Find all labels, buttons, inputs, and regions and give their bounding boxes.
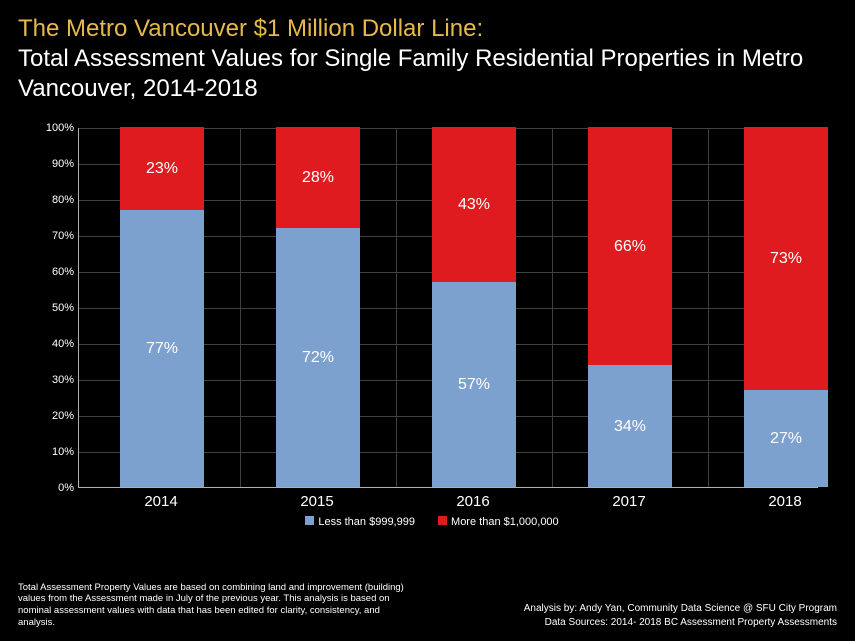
bar-label-more: 23% <box>120 160 204 178</box>
y-tick: 40% <box>52 338 74 350</box>
title-block: The Metro Vancouver $1 Million Dollar Li… <box>0 0 855 110</box>
bar-label-more: 73% <box>744 250 828 268</box>
legend-swatch-less <box>305 516 314 525</box>
bar-label-more: 28% <box>276 169 360 187</box>
bar-label-less: 57% <box>432 376 516 394</box>
legend-label-less: Less than $999,999 <box>318 516 415 528</box>
legend: Less than $999,999 More than $1,000,000 <box>32 516 832 528</box>
bar-column: 72% 28% <box>276 128 360 487</box>
legend-item-less: Less than $999,999 <box>305 516 415 528</box>
gridline-vertical <box>552 128 553 487</box>
x-tick-label: 2015 <box>275 493 359 510</box>
x-tick-label: 2017 <box>587 493 671 510</box>
bar-label-less: 72% <box>276 349 360 367</box>
bar-column: 34% 66% <box>588 128 672 487</box>
y-tick: 60% <box>52 266 74 278</box>
legend-item-more: More than $1,000,000 <box>438 516 559 528</box>
bar-column: 77% 23% <box>120 128 204 487</box>
bar-column: 57% 43% <box>432 128 516 487</box>
y-tick: 20% <box>52 410 74 422</box>
chart: 0%10%20%30%40%50%60%70%80%90%100% 77%23%… <box>32 128 832 518</box>
y-tick: 0% <box>58 482 74 494</box>
y-tick: 70% <box>52 230 74 242</box>
y-tick: 100% <box>46 122 74 134</box>
x-tick-label: 2018 <box>743 493 827 510</box>
footer-data-sources: Data Sources: 2014- 2018 BC Assessment P… <box>524 616 837 630</box>
y-tick: 80% <box>52 194 74 206</box>
bar-label-less: 27% <box>744 430 828 448</box>
x-tick-label: 2014 <box>119 493 203 510</box>
footer-note-left: Total Assessment Property Values are bas… <box>18 582 408 630</box>
gridline-vertical <box>396 128 397 487</box>
y-axis: 0%10%20%30%40%50%60%70%80%90%100% <box>32 128 76 488</box>
gridline-vertical <box>708 128 709 487</box>
y-tick: 90% <box>52 158 74 170</box>
x-tick-label: 2016 <box>431 493 515 510</box>
legend-label-more: More than $1,000,000 <box>451 516 559 528</box>
bar-label-more: 43% <box>432 196 516 214</box>
title-line1: The Metro Vancouver $1 Million Dollar Li… <box>18 14 837 44</box>
bar-label-less: 77% <box>120 340 204 358</box>
bar-label-less: 34% <box>588 418 672 436</box>
footer-analysis-by: Analysis by: Andy Yan, Community Data Sc… <box>524 602 837 616</box>
bar-column: 27% 73% <box>744 128 828 487</box>
legend-swatch-more <box>438 516 447 525</box>
y-tick: 50% <box>52 302 74 314</box>
plot-area: 77%23%72%28%57%43%34%66%27%73% <box>78 128 818 488</box>
bar-label-more: 66% <box>588 238 672 256</box>
gridline-vertical <box>240 128 241 487</box>
y-tick: 30% <box>52 374 74 386</box>
y-tick: 10% <box>52 446 74 458</box>
title-line2: Total Assessment Values for Single Famil… <box>18 44 837 104</box>
footer-note-right: Analysis by: Andy Yan, Community Data Sc… <box>524 602 837 629</box>
